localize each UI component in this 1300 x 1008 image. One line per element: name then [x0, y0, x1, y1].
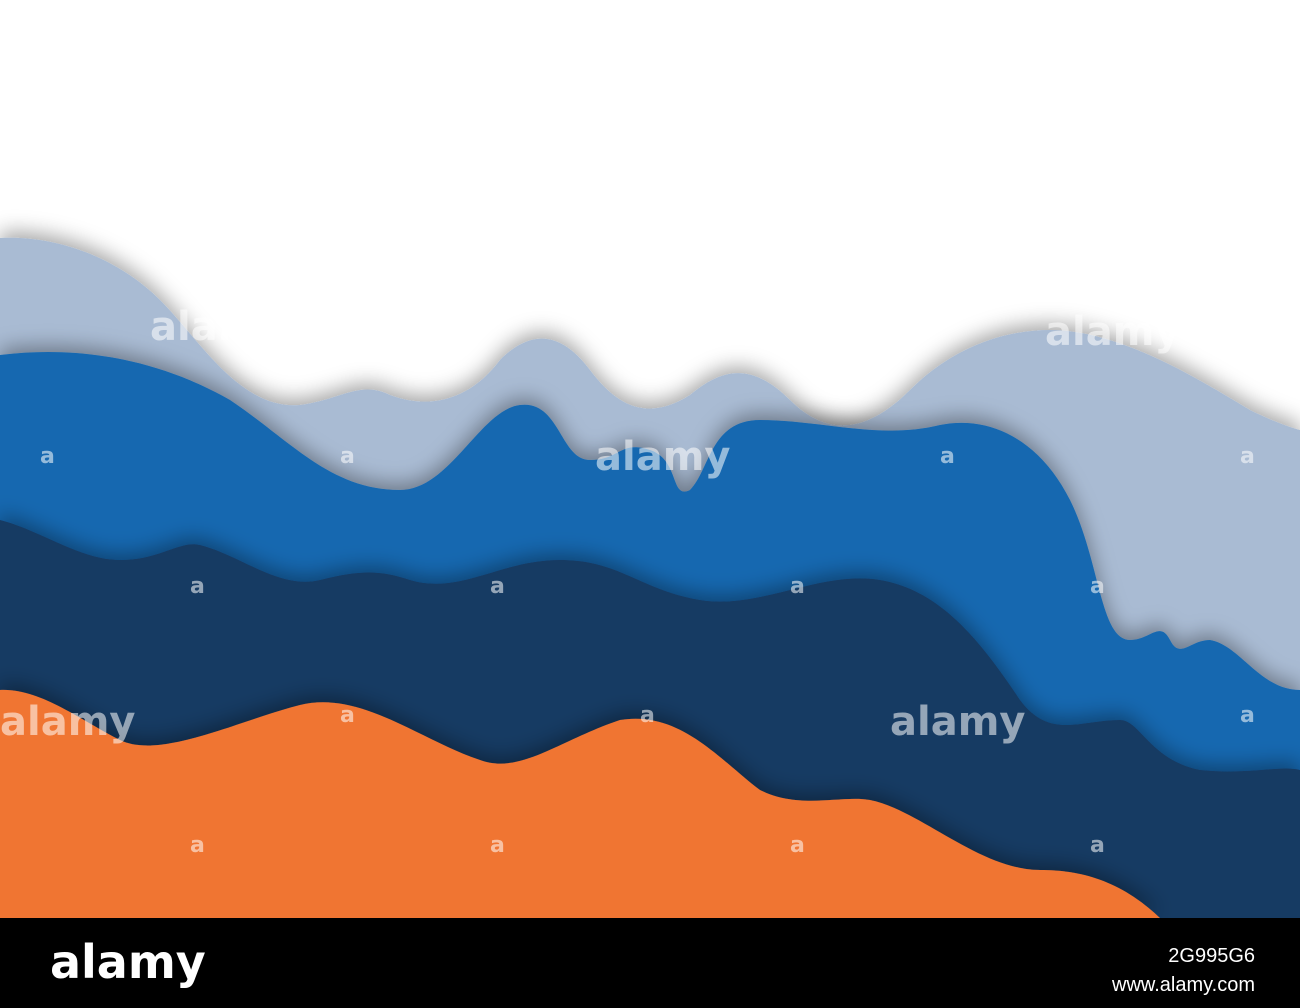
watermark-mark: a [490, 833, 505, 858]
watermark-mark: a [1240, 703, 1255, 728]
watermark-mark: a [1090, 574, 1105, 599]
watermark: alamy [150, 304, 285, 350]
watermark-mark: a [340, 703, 355, 728]
footer-bar [0, 918, 1300, 1008]
watermark-mark: a [1090, 833, 1105, 858]
image-id: 2G995G6 [1168, 945, 1255, 967]
watermark-mark: a [40, 444, 55, 469]
wave-orange [0, 689, 1160, 918]
watermark: alamy [0, 699, 135, 745]
watermark: alamy [890, 699, 1025, 745]
watermark-mark: a [340, 444, 355, 469]
watermark-mark: a [790, 574, 805, 599]
watermark-mark: a [1240, 444, 1255, 469]
watermark-mark: a [190, 574, 205, 599]
footer-url: www.alamy.com [1111, 974, 1255, 996]
watermark-mark: a [490, 574, 505, 599]
watermark: alamy [595, 434, 730, 480]
footer-brand: alamy [50, 935, 206, 989]
watermark-mark: a [790, 833, 805, 858]
watermark-mark: a [940, 444, 955, 469]
watermark-mark: a [640, 703, 655, 728]
watermark-mark: a [190, 833, 205, 858]
watermark: alamy [1045, 309, 1180, 355]
